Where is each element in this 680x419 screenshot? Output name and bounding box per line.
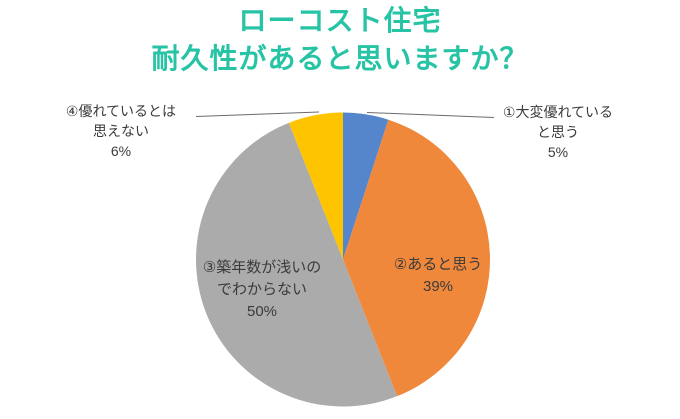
slice-3-percent: 50% bbox=[246, 303, 278, 320]
slice-2-percent: 39% bbox=[422, 278, 454, 295]
slice-4-percent: 6% bbox=[110, 143, 132, 159]
slice-label-outside-right: ①大変優れている と思う 5% bbox=[492, 102, 624, 162]
pie-slice-1 bbox=[343, 112, 389, 260]
slice-1-label-line1: ①大変優れている bbox=[502, 104, 614, 120]
slice-3-label-line1: ③築年数が浅いの bbox=[202, 259, 322, 276]
chart-title-line2: 耐久性があると思いますか？ bbox=[151, 43, 529, 74]
slice-4-label-line1: ④優れているとは bbox=[65, 103, 177, 119]
pie-slices bbox=[195, 112, 491, 407]
pie-slice-3 bbox=[195, 122, 398, 407]
pie-slice-4 bbox=[288, 112, 343, 260]
slice-label-gray: ③築年数が浅いの でわからない 50% bbox=[182, 257, 342, 323]
slice-label-outside-left: ④優れているとは 思えない 6% bbox=[55, 101, 187, 161]
slice-2-label-line1: ②あると思う bbox=[393, 256, 483, 273]
leader-line-left bbox=[195, 111, 320, 117]
slice-1-percent: 5% bbox=[547, 144, 569, 160]
slice-3-label-line2: でわからない bbox=[216, 281, 307, 298]
slice-label-orange: ②あると思う 39% bbox=[378, 254, 498, 298]
leader-line-right bbox=[366, 112, 495, 118]
slice-4-label-line2: 思えない bbox=[93, 123, 149, 139]
chart-title-line1: ローコスト住宅 bbox=[238, 5, 442, 36]
pie-slice-2 bbox=[343, 119, 491, 397]
chart-title: ローコスト住宅 耐久性があると思いますか？ bbox=[0, 2, 680, 78]
slice-1-label-line2: と思う bbox=[537, 124, 579, 140]
